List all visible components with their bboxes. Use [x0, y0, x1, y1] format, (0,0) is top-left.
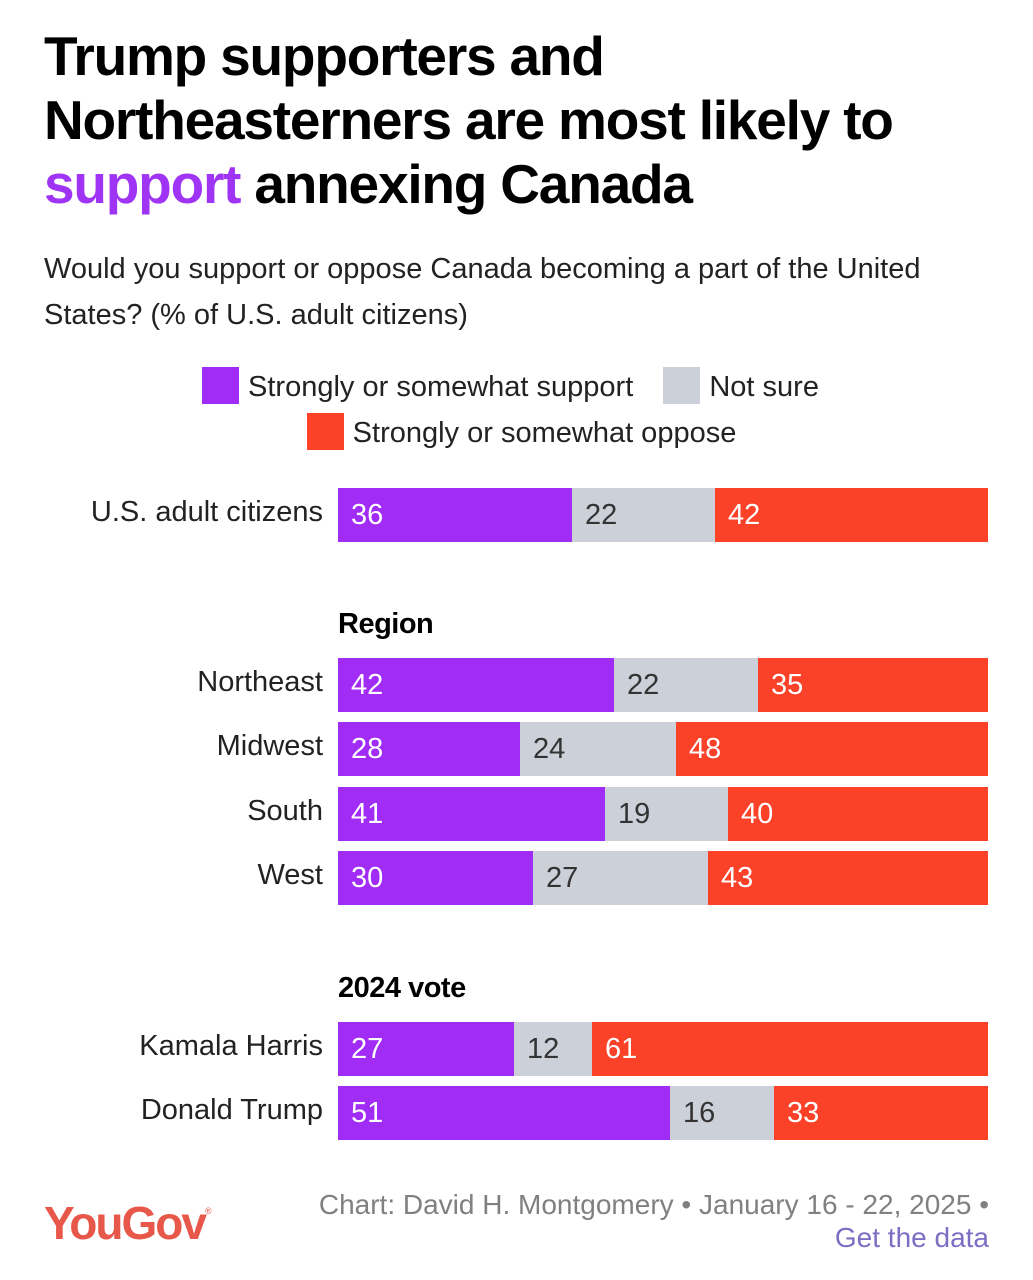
legend-swatch-support	[202, 367, 240, 404]
bar-segment-not-sure: 12	[514, 1022, 592, 1076]
logo-text: YouGov	[44, 1197, 207, 1249]
stacked-bar: 36 22 42	[338, 488, 988, 542]
data-label-support: 42	[351, 669, 384, 701]
bar-segment-not-sure: 22	[614, 658, 758, 712]
chart-title: Trump supporters and Northeasterners are…	[44, 24, 1004, 216]
legend-item-not-sure: Not sure	[663, 364, 819, 410]
bar-segment-oppose: 40	[728, 787, 988, 841]
title-text-end: annexing Canada	[240, 153, 693, 215]
bar-segment-oppose: 42	[715, 488, 988, 542]
stacked-bar: 28 24 48	[338, 722, 988, 776]
bar-segment-oppose: 48	[676, 722, 988, 776]
legend-label-oppose: Strongly or somewhat oppose	[352, 417, 737, 449]
legend-item-oppose: Strongly or somewhat oppose	[306, 410, 737, 456]
row-label: South	[247, 795, 323, 827]
data-label-not-sure: 27	[546, 862, 579, 894]
legend-label-not-sure: Not sure	[709, 371, 819, 403]
footer-credit: Chart: David H. Montgomery • January 16 …	[319, 1188, 989, 1254]
bar-segment-not-sure: 16	[670, 1086, 774, 1140]
bar-segment-support: 28	[338, 722, 520, 776]
bar-segment-support: 27	[338, 1022, 514, 1076]
bar-segment-support: 30	[338, 851, 533, 905]
row-label: West	[257, 859, 323, 891]
legend-label-support: Strongly or somewhat support	[248, 371, 634, 403]
yougov-logo: YouGov®	[44, 1196, 212, 1250]
data-label-not-sure: 22	[627, 669, 660, 701]
bar-segment-not-sure: 22	[572, 488, 715, 542]
group-heading: 2024 vote	[338, 972, 466, 1004]
data-label-support: 28	[351, 733, 384, 765]
bar-segment-oppose: 61	[592, 1022, 988, 1076]
title-highlight: support	[44, 153, 241, 215]
data-label-oppose: 43	[721, 862, 754, 894]
bar-segment-not-sure: 24	[520, 722, 676, 776]
data-label-support: 27	[351, 1033, 384, 1065]
data-label-support: 30	[351, 862, 384, 894]
row-label: Kamala Harris	[139, 1030, 323, 1062]
get-the-data-link[interactable]: Get the data	[834, 1222, 989, 1253]
data-label-oppose: 48	[689, 733, 722, 765]
chart-subtitle: Would you support or oppose Canada becom…	[44, 253, 921, 331]
legend-swatch-oppose	[306, 413, 344, 450]
data-label-oppose: 42	[728, 499, 761, 531]
data-label-not-sure: 24	[533, 733, 566, 765]
bar-segment-support: 41	[338, 787, 605, 841]
row-label: Donald Trump	[140, 1094, 323, 1126]
bar-segment-support: 42	[338, 658, 614, 712]
data-label-oppose: 61	[605, 1033, 638, 1065]
legend: Strongly or somewhat support Not sure St…	[44, 364, 999, 456]
bar-segment-oppose: 33	[774, 1086, 988, 1140]
stacked-bar: 42 22 35	[338, 658, 988, 712]
data-label-not-sure: 22	[585, 499, 618, 531]
registered-mark: ®	[204, 1206, 212, 1216]
bar-segment-not-sure: 19	[605, 787, 728, 841]
bar-segment-support: 51	[338, 1086, 670, 1140]
row-label: Northeast	[197, 666, 323, 698]
data-label-oppose: 40	[741, 798, 774, 830]
credit-text: Chart: David H. Montgomery • January 16 …	[318, 1189, 989, 1220]
data-label-oppose: 33	[787, 1097, 820, 1129]
stacked-bar: 27 12 61	[338, 1022, 988, 1076]
stacked-bar: 51 16 33	[338, 1086, 988, 1140]
bar-segment-not-sure: 27	[533, 851, 708, 905]
row-label: Midwest	[216, 730, 323, 762]
data-label-not-sure: 16	[683, 1097, 716, 1129]
group-heading: Region	[338, 608, 434, 640]
data-label-support: 41	[351, 798, 384, 830]
row-label: U.S. adult citizens	[90, 496, 323, 528]
stacked-bar: 41 19 40	[338, 787, 988, 841]
bar-segment-support: 36	[338, 488, 572, 542]
bar-segment-oppose: 35	[758, 658, 988, 712]
data-label-oppose: 35	[771, 669, 804, 701]
title-text-start: Trump supporters and Northeasterners are…	[44, 25, 894, 151]
data-label-not-sure: 12	[527, 1033, 560, 1065]
legend-item-support: Strongly or somewhat support	[202, 364, 633, 410]
bar-segment-oppose: 43	[708, 851, 988, 905]
data-label-support: 36	[351, 499, 384, 531]
data-label-not-sure: 19	[618, 798, 651, 830]
stacked-bar: 30 27 43	[338, 851, 988, 905]
legend-swatch-not-sure	[663, 367, 701, 404]
data-label-support: 51	[351, 1097, 384, 1129]
